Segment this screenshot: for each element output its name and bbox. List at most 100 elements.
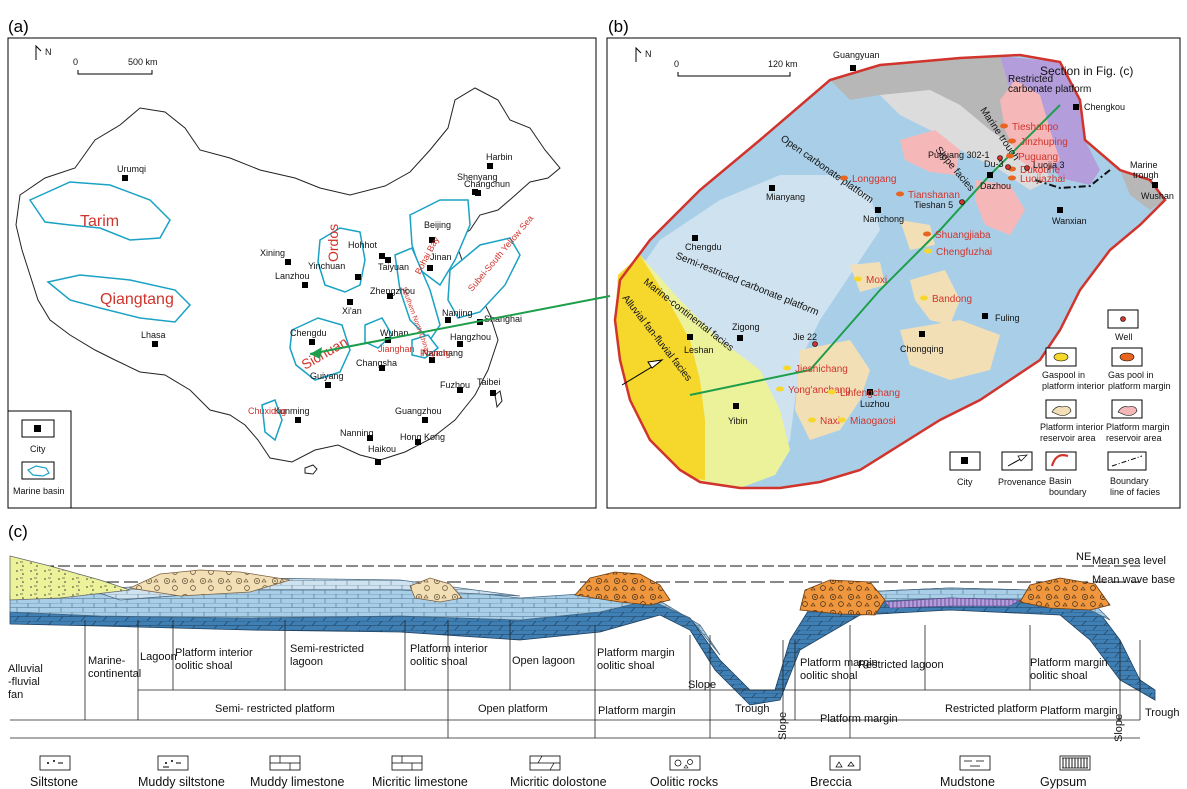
subfacies-label-7: Platform margin oolitic shoal	[597, 647, 675, 672]
basin-qiangtang	[46, 274, 192, 323]
subfacies-label-12: Restricted lagoon	[858, 659, 944, 671]
city-marker	[769, 185, 775, 191]
gasfield-label-longgang: Longgang	[852, 174, 897, 185]
gasfield-label-naxi: Naxi	[820, 416, 840, 427]
city-label-hangzhou: Hangzhou	[450, 332, 491, 342]
basin-label-jianghan: Jianghan	[378, 344, 415, 354]
section-orientation: NE	[1076, 551, 1091, 563]
city-marker	[429, 237, 435, 243]
gaspool-marker	[808, 417, 816, 423]
gasfield-label-tianshanan: Tianshanan	[908, 190, 960, 201]
lithology-legend: Siltstone Muddy siltstone Muddy limestone M…	[30, 755, 1091, 789]
well-marker	[1024, 165, 1030, 171]
facies-row-label-2: Platform margin	[598, 705, 676, 717]
city-label-luzhou: Luzhou	[860, 399, 890, 409]
city-marker	[1057, 207, 1063, 213]
lithology-swatch-siltstone	[39, 755, 71, 771]
subfacies-label-0: Alluvial -fluvial fan	[8, 663, 43, 701]
map-a-north-label: N	[45, 47, 52, 57]
legend-a-marine-basin: Marine basin	[13, 486, 65, 496]
city-label-xi-an: Xi'an	[342, 306, 362, 316]
map-b-legend: Well Gaspool in platform interior Gas poo…	[949, 309, 1171, 497]
subfacies-label-1: Marine-continental	[88, 655, 141, 680]
well-label-puguang-302-1: Puguang 302-1	[928, 150, 990, 160]
section-facies-labels: Semi- restricted platform Open platform Pl…	[215, 703, 1118, 725]
map-a-scale-end: 500 km	[128, 57, 158, 67]
gaspool-marker	[1006, 153, 1014, 159]
city-label-nanning: Nanning	[340, 428, 374, 438]
legend-b-reservoir-margin: Platform margin reservoir area	[1106, 422, 1170, 443]
city-label-zhengzhou: Zhengzhou	[370, 286, 415, 296]
city-label-fuzhou: Fuzhou	[440, 380, 470, 390]
city-marker	[367, 435, 373, 441]
gasfield-label-luojiazhai: Luojiazhai	[1020, 174, 1065, 185]
gaspool-marker	[896, 191, 904, 197]
gasfield-label-yong-anchang: Yong'anchang	[788, 385, 851, 396]
panel-label-a: (a)	[8, 17, 29, 36]
lithology-swatch-mudstone	[959, 755, 991, 771]
margin-shoal-2	[799, 579, 886, 616]
subfacies-label-5: Platform interior oolitic shoal	[410, 643, 488, 668]
city-label-dazhou: Dazhou	[980, 181, 1011, 191]
subfacies-label-15: Trough	[1145, 707, 1179, 719]
marine-basins	[28, 181, 521, 442]
legend-b-reservoir-interior: Platform interior reservoir area	[1040, 422, 1104, 443]
subfacies-label-2: Lagoon	[140, 651, 177, 663]
city-marker	[692, 235, 698, 241]
lithology-swatch-breccia	[829, 755, 861, 771]
city-label-urumqi: Urumqi	[117, 164, 146, 174]
city-label-wuhan: Wuhan	[380, 328, 408, 338]
section-connector-arrow	[309, 295, 611, 355]
wave-base-label: Mean wave base	[1092, 574, 1175, 586]
section-arrow-head	[310, 347, 322, 359]
map-b-wells: Puguang 302-1Du-3 Luojia 3 Tieshan 5 Jie 22	[793, 150, 1065, 347]
gaspool-marker	[923, 231, 931, 237]
city-label-guangzhou: Guangzhou	[395, 406, 442, 416]
map-a-legend: City Marine basin	[7, 410, 72, 509]
sea-level-label: Mean sea level	[1092, 555, 1166, 567]
city-marker	[737, 335, 743, 341]
city-marker	[457, 387, 463, 393]
city-label-changchun: Changchun	[464, 179, 510, 189]
city-marker	[733, 403, 739, 409]
basin-label-ordos: Ordos	[325, 224, 341, 262]
city-label-taibei: Taibei	[477, 377, 501, 387]
map-a-cities: Harbin Changchun Urumqi Shenyang Hohhot Beiji…	[117, 152, 522, 465]
city-label-chengkou: Chengkou	[1084, 102, 1125, 112]
subfacies-label-11: Platform margin oolitic shoal	[800, 657, 878, 682]
city-label-yibin: Yibin	[728, 416, 748, 426]
gasfield-label-chengfuzhai: Chengfuzhai	[936, 247, 992, 258]
city-marker	[422, 417, 428, 423]
city-label-wanxian: Wanxian	[1052, 216, 1087, 226]
map-b-cities: Guangyuan Chengkou Mianyang Dazhou Nanchong W…	[684, 50, 1174, 426]
city-label-zigong: Zigong	[732, 322, 760, 332]
subfacies-label-4: Semi-restricted lagoon	[290, 643, 364, 668]
city-marker	[379, 365, 385, 371]
city-label-beijing: Beijing	[424, 220, 451, 230]
interior-shoal-2	[409, 577, 463, 603]
well-marker	[959, 199, 965, 205]
map-b-north-arrow: N	[635, 46, 652, 62]
panel-label-b: (b)	[608, 17, 629, 36]
city-label-taiyuan: Taiyuan	[378, 262, 409, 272]
facies-row-label-3: Platform margin	[820, 713, 898, 725]
city-marker	[302, 282, 308, 288]
basin-chuxiong	[261, 399, 283, 442]
facies-row-label-0: Semi- restricted platform	[215, 703, 335, 715]
interior-reservoir-area	[795, 220, 1000, 440]
lithology-swatch-oolitic-rocks	[669, 755, 701, 771]
well-label-luojia-3: Luojia 3	[1033, 160, 1065, 170]
map-b-scale-end: 120 km	[768, 59, 798, 69]
basin-label-chuxiong: Chuxiong	[248, 406, 286, 416]
city-label-changsha: Changsha	[356, 358, 397, 368]
city-marker	[875, 207, 881, 213]
city-marker	[1152, 182, 1158, 188]
gasfield-label-miaogaosi: Miaogaosi	[850, 416, 896, 427]
well-marker	[1005, 164, 1011, 170]
gaspool-marker	[920, 295, 928, 301]
gaspool-marker	[840, 175, 848, 181]
city-label-leshan: Leshan	[684, 345, 714, 355]
city-label-chongqing: Chongqing	[900, 344, 944, 354]
city-marker	[982, 313, 988, 319]
